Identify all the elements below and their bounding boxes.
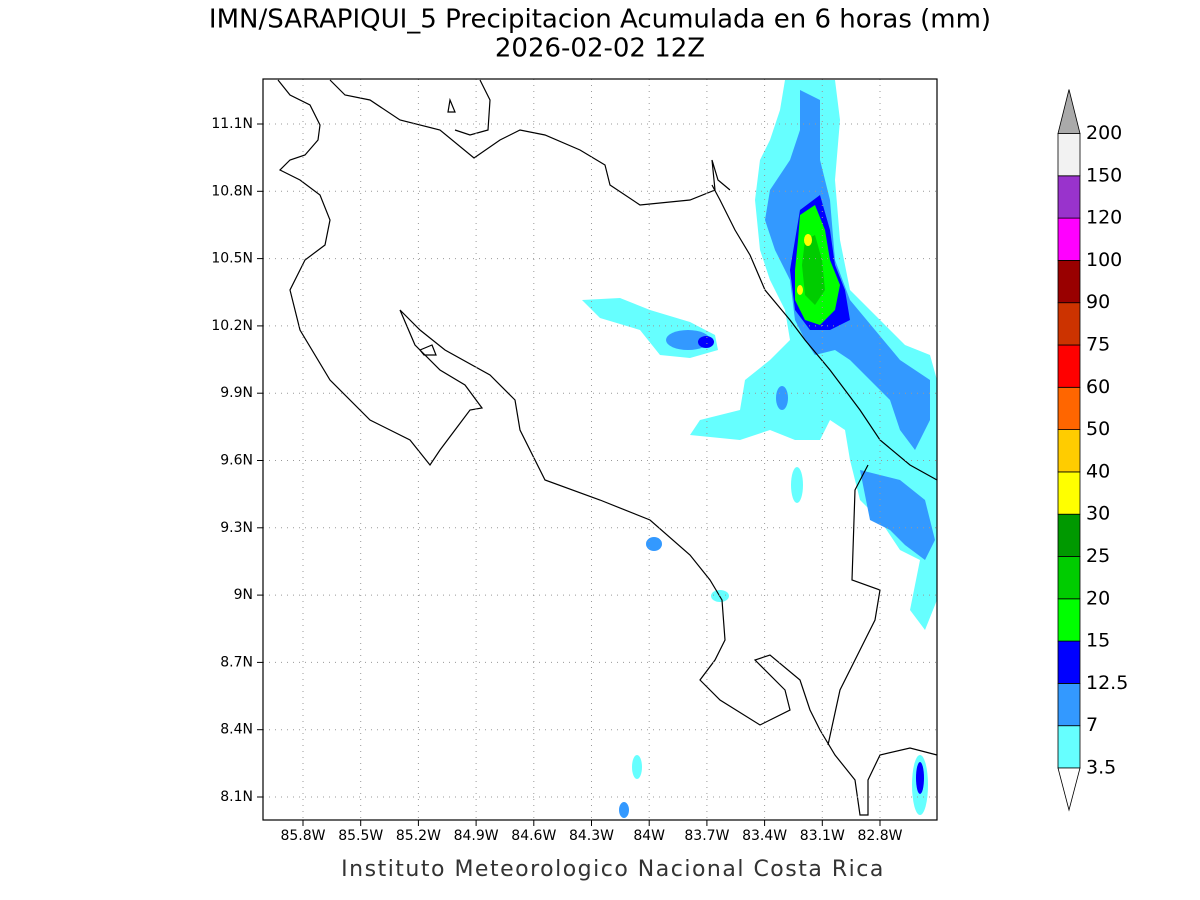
legend-label: 60	[1086, 376, 1110, 398]
legend-box	[1057, 386, 1081, 430]
legend: 3.5 7 12.5 15 20 25 30 40 50 60 75 90 100 120 150 200	[1057, 89, 1128, 812]
legend-box	[1057, 683, 1081, 727]
precip-7-b	[860, 470, 935, 560]
legend-box	[1057, 133, 1081, 177]
legend-label: 50	[1086, 418, 1110, 440]
legend-label: 25	[1086, 545, 1110, 567]
lat-label: 9N	[234, 587, 253, 603]
lat-label: 10.5N	[211, 251, 253, 267]
lon-label: 83.7W	[684, 828, 729, 844]
legend-label: 40	[1086, 460, 1110, 482]
legend-under	[1057, 767, 1081, 812]
lon-label: 82.8W	[857, 828, 902, 844]
legend-box	[1057, 302, 1081, 346]
lon-label: 85.8W	[280, 828, 325, 844]
precip-30-b	[797, 285, 803, 295]
lat-label: 9.9N	[220, 385, 253, 401]
legend-label: 75	[1086, 334, 1110, 356]
precip-30	[804, 234, 812, 246]
precip-spot	[791, 467, 803, 503]
lat-label: 11.1N	[211, 116, 253, 132]
legend-box	[1057, 598, 1081, 642]
legend-label: 100	[1086, 249, 1122, 271]
lat-label: 9.6N	[220, 453, 253, 469]
legend-box	[1057, 259, 1081, 304]
lon-label: 84.3W	[569, 828, 614, 844]
lon-label: 84.6W	[511, 828, 556, 844]
legend-label: 200	[1086, 122, 1122, 144]
lon-label: 84W	[633, 828, 665, 844]
lon-label: 85.5W	[338, 828, 383, 844]
precip-spot	[619, 802, 629, 818]
legend-label: 3.5	[1086, 757, 1116, 779]
legend-label: 120	[1086, 207, 1122, 229]
legend-label: 30	[1086, 503, 1110, 525]
lon-label: 84.9W	[454, 828, 499, 844]
legend-label: 12.5	[1086, 672, 1128, 694]
lat-label: 9.3N	[220, 520, 253, 536]
legend-box	[1057, 556, 1081, 600]
legend-label: 150	[1086, 164, 1122, 186]
legend-box	[1057, 640, 1081, 684]
legend-box	[1057, 429, 1081, 473]
precip-20	[802, 235, 825, 305]
precip-spot	[916, 762, 924, 794]
legend-over	[1057, 89, 1081, 134]
legend-box	[1057, 471, 1081, 515]
lat-label: 10.8N	[211, 183, 253, 199]
lat-label: 8.7N	[220, 654, 253, 670]
precip-7	[765, 90, 930, 450]
precip-spot	[646, 537, 662, 551]
precip-spot	[776, 386, 788, 410]
lat-label: 8.4N	[220, 722, 253, 738]
precip-west-b	[666, 330, 710, 350]
legend-box	[1057, 217, 1081, 261]
lat-label: 8.1N	[220, 789, 253, 805]
map-area	[257, 78, 938, 826]
lon-label: 83.1W	[800, 828, 845, 844]
legend-label: 20	[1086, 587, 1110, 609]
lat-label: 10.2N	[211, 318, 253, 334]
coastlines	[277, 79, 938, 816]
title: IMN/SARAPIQUI_5 Precipitacion Acumulada …	[209, 5, 991, 35]
precip-spot	[632, 755, 642, 779]
legend-label: 15	[1086, 630, 1110, 652]
precipitation	[582, 80, 937, 818]
footer: Instituto Meteorologico Nacional Costa R…	[341, 857, 885, 882]
legend-box	[1057, 175, 1081, 219]
legend-box	[1057, 344, 1081, 388]
precip-west-c	[698, 336, 714, 348]
map-frame	[262, 78, 938, 821]
legend-box	[1057, 513, 1081, 557]
legend-label: 90	[1086, 291, 1110, 313]
lon-label: 85.2W	[396, 828, 441, 844]
lon-label: 83.4W	[742, 828, 787, 844]
subtitle: 2026-02-02 12Z	[495, 34, 705, 64]
legend-box	[1057, 725, 1081, 769]
legend-label: 7	[1086, 714, 1098, 736]
